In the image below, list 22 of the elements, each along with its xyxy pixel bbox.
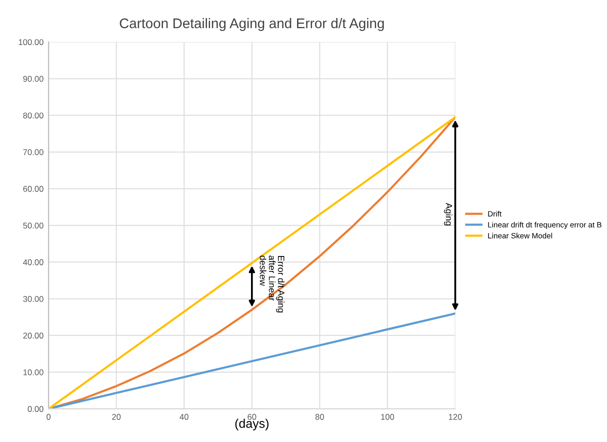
y-tick-label: 40.00 xyxy=(23,259,44,266)
y-tick-label: 60.00 xyxy=(23,186,44,192)
x-tick-label: 60 xyxy=(248,414,256,420)
chart-title: Cartoon Detailing Aging and Error d/t Aging xyxy=(120,18,384,31)
y-tick-label: 0.00 xyxy=(28,406,44,412)
y-tick-label: 100.00 xyxy=(18,39,44,46)
y-tick-label: 10.00 xyxy=(23,369,44,376)
y-tick-label: 90.00 xyxy=(23,76,44,82)
x-tick-label: 100 xyxy=(381,414,394,420)
x-tick-label: 20 xyxy=(112,414,121,420)
annotation: Aging xyxy=(444,202,452,226)
x-tick-label: 0 xyxy=(46,414,51,420)
y-tick-label: 70.00 xyxy=(23,149,44,156)
x-axis-title: (days) xyxy=(235,418,268,430)
x-tick-label: 80 xyxy=(315,414,324,420)
y-tick-label: 30.00 xyxy=(23,296,44,302)
annotation: Error d/t Aging after Linear deskew xyxy=(260,256,285,312)
x-tick-label: 120 xyxy=(448,414,462,420)
y-tick-label: 80.00 xyxy=(23,112,44,118)
y-tick-label: 50.00 xyxy=(23,222,44,229)
y-tick-label: 20.00 xyxy=(23,332,44,339)
x-tick-label: 40 xyxy=(180,414,188,420)
